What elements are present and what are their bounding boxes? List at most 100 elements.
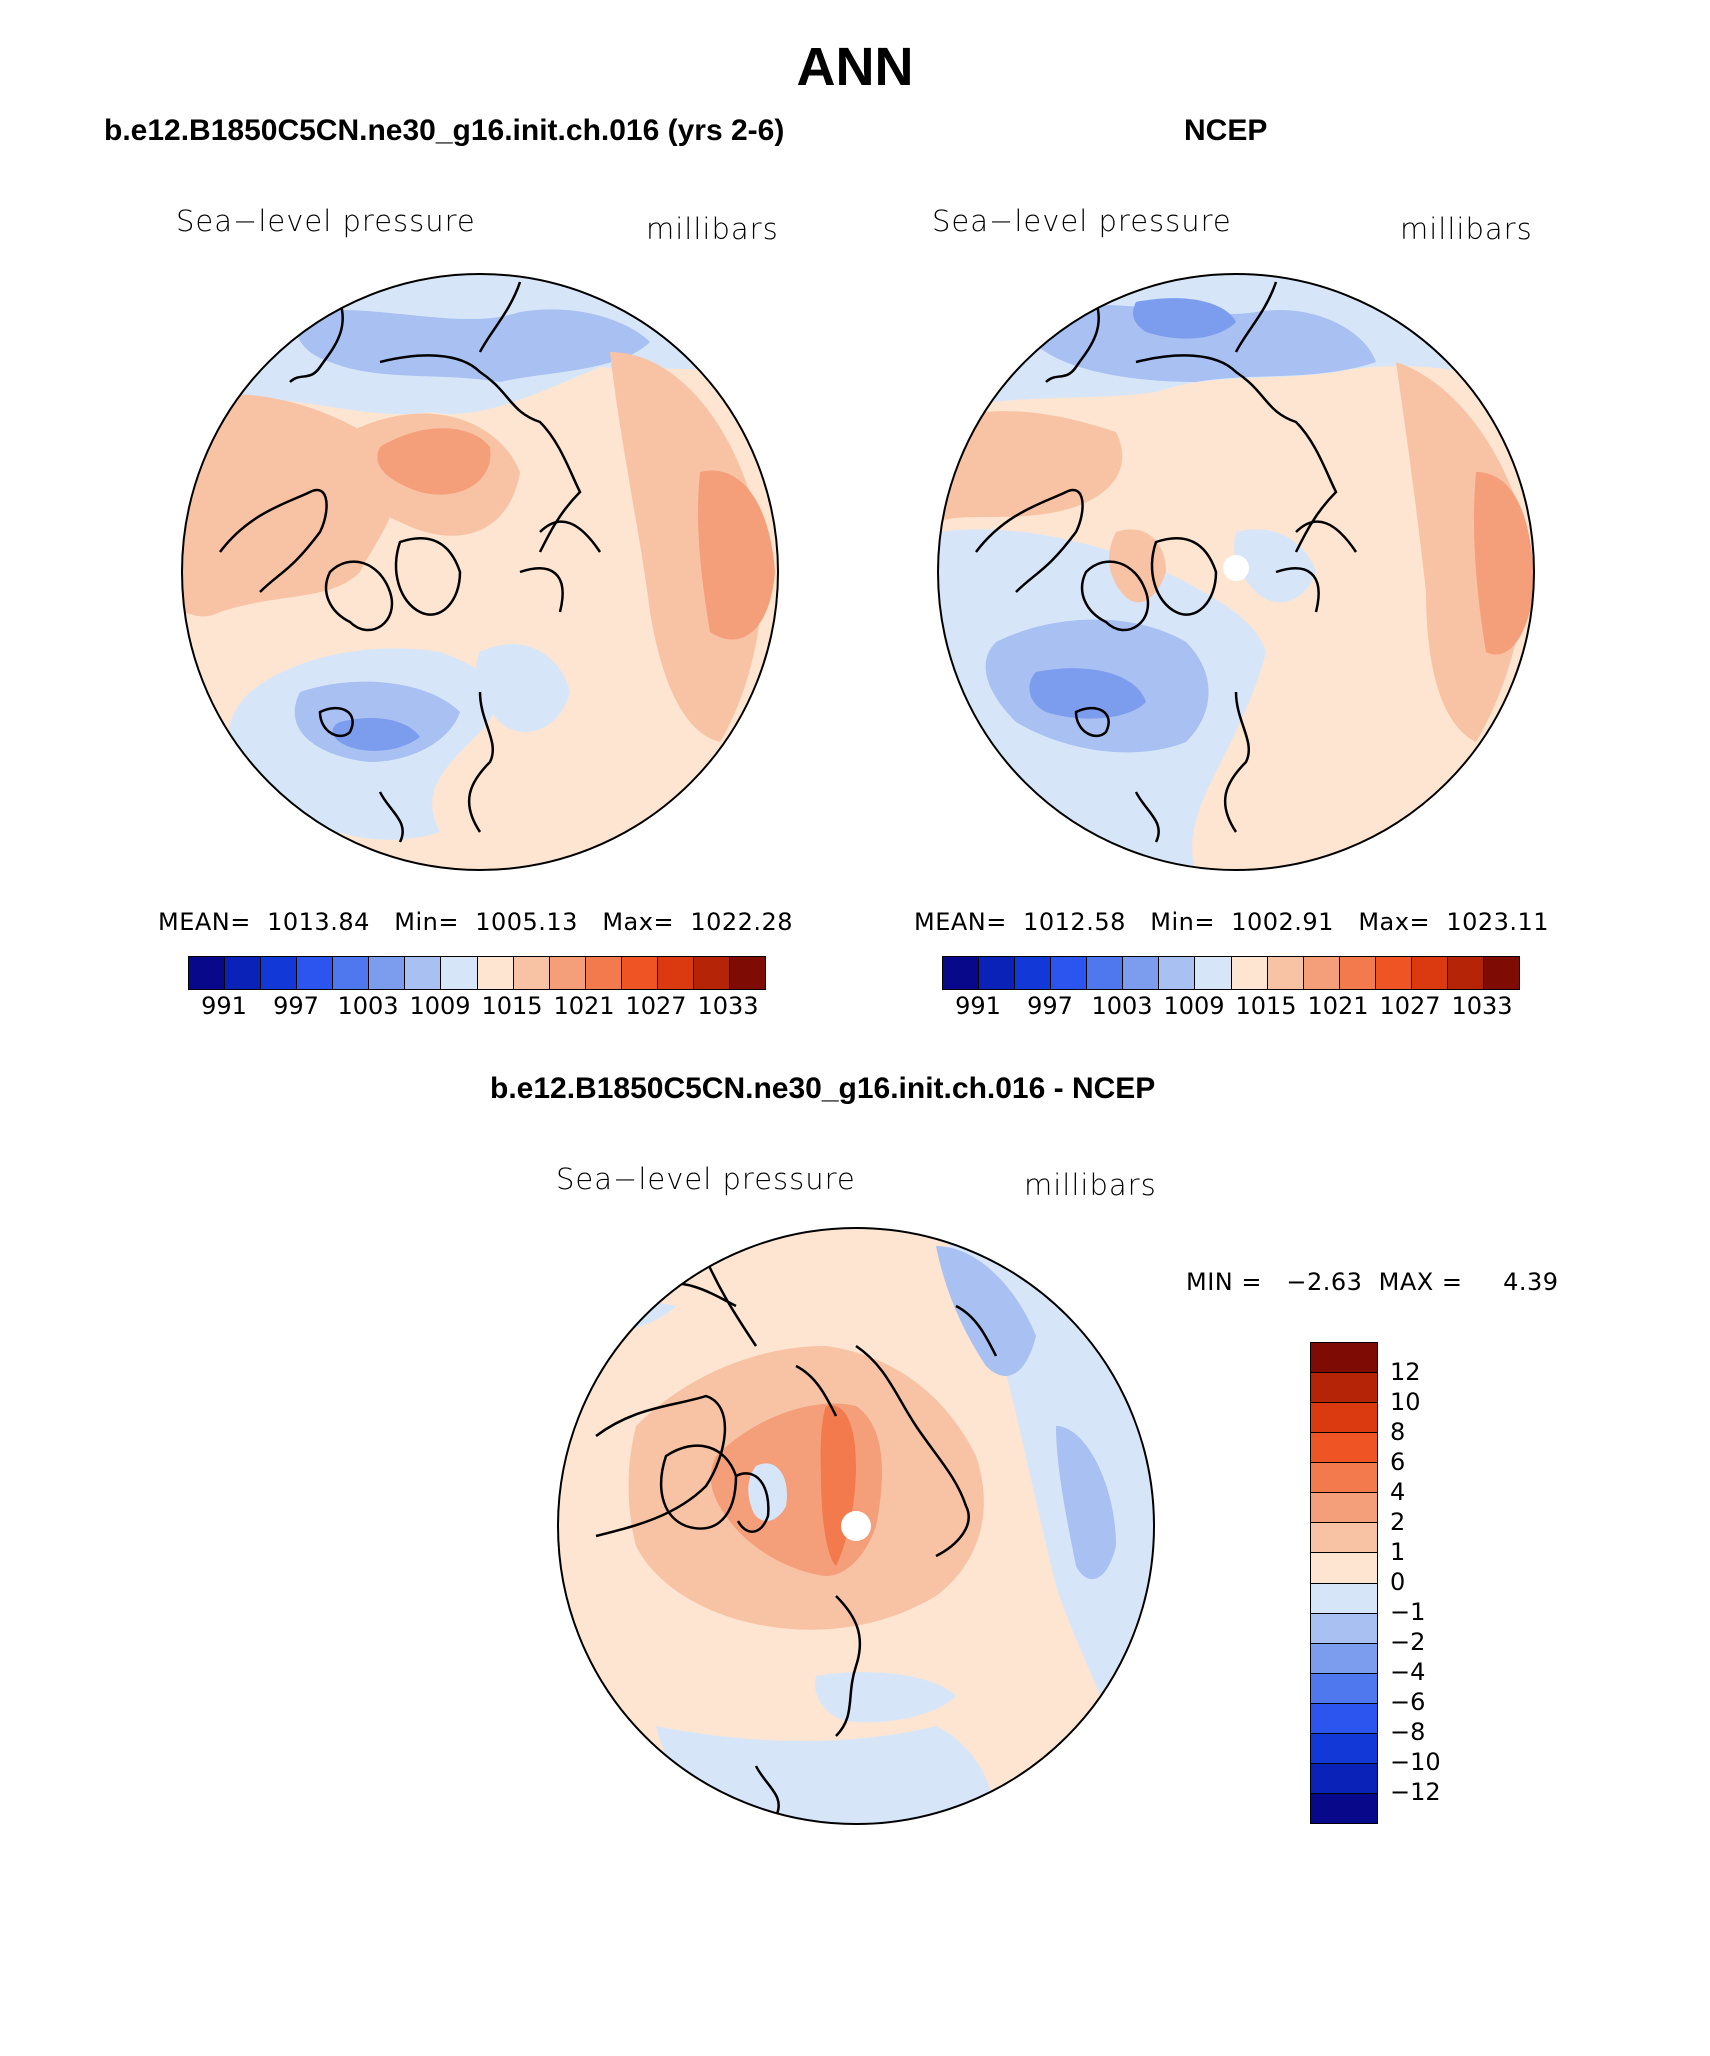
- main-title: ANN: [796, 37, 914, 97]
- colorbar-tick-label: 8: [1390, 1418, 1406, 1446]
- colorbar-swatch: [261, 957, 298, 989]
- panel1-units-label: millibars: [646, 212, 779, 246]
- panel2-polar-map: [937, 273, 1535, 871]
- colorbar-tick-label: 10: [1390, 1388, 1421, 1416]
- colorbar-swatch: [1303, 957, 1340, 989]
- colorbar-swatch: [1311, 1373, 1377, 1404]
- colorbar-swatch: [405, 957, 442, 989]
- colorbar-swatch: [585, 957, 622, 989]
- colorbar-swatch: [1159, 957, 1196, 989]
- colorbar-swatch: [513, 957, 550, 989]
- colorbar-tick-label: 12: [1390, 1358, 1421, 1386]
- colorbar-swatch: [693, 957, 730, 989]
- colorbar-swatch: [621, 957, 658, 989]
- colorbar-swatch: [297, 957, 334, 989]
- colorbar-swatch: [1311, 1553, 1377, 1584]
- colorbar-swatch: [1311, 1763, 1377, 1794]
- colorbar-swatch: [1311, 1703, 1377, 1734]
- colorbar-swatch: [657, 957, 694, 989]
- colorbar-tick-label: 1027: [625, 992, 687, 1020]
- colorbar-tick-label: 1033: [697, 992, 759, 1020]
- colorbar-tick-label: 991: [201, 992, 247, 1020]
- colorbar-swatch: [1311, 1343, 1377, 1374]
- panel3-units-label: millibars: [1024, 1168, 1157, 1202]
- colorbar-tick-label: −8: [1390, 1718, 1426, 1746]
- colorbar-tick-label: 1003: [337, 992, 399, 1020]
- colorbar-swatch: [477, 957, 514, 989]
- panel3-colorbar-labels: 12 10 8 6 4 2 1 0 −1 −2 −4 −6 −8 −10 −12: [1390, 1342, 1480, 1822]
- colorbar-tick-label: 997: [273, 992, 319, 1020]
- panel1-variable-label: Sea−level pressure: [176, 204, 476, 238]
- colorbar-swatch: [1123, 957, 1160, 989]
- colorbar-swatch: [1311, 1793, 1377, 1823]
- colorbar-swatch: [333, 957, 370, 989]
- colorbar-swatch: [1411, 957, 1448, 989]
- colorbar-tick-label: 1021: [553, 992, 615, 1020]
- panel2-title: NCEP: [1184, 114, 1268, 147]
- panel3-title: b.e12.B1850C5CN.ne30_g16.init.ch.016 - N…: [490, 1072, 1156, 1105]
- colorbar-swatch: [943, 957, 980, 989]
- colorbar-swatch: [1311, 1493, 1377, 1524]
- colorbar-swatch: [1447, 957, 1484, 989]
- colorbar-tick-label: 1021: [1307, 992, 1369, 1020]
- colorbar-swatch: [1015, 957, 1052, 989]
- colorbar-swatch: [1311, 1433, 1377, 1464]
- colorbar-swatch: [1311, 1643, 1377, 1674]
- colorbar-swatch: [441, 957, 478, 989]
- colorbar-swatch: [369, 957, 406, 989]
- panel3-variable-label: Sea−level pressure: [556, 1162, 856, 1196]
- panel2-variable-label: Sea−level pressure: [932, 204, 1232, 238]
- colorbar-swatch: [1267, 957, 1304, 989]
- colorbar-tick-label: 2: [1390, 1508, 1406, 1536]
- colorbar-swatch: [1311, 1523, 1377, 1554]
- colorbar-tick-label: 6: [1390, 1448, 1406, 1476]
- colorbar-swatch: [225, 957, 262, 989]
- colorbar-tick-label: 4: [1390, 1478, 1406, 1506]
- colorbar-tick-label: −1: [1390, 1598, 1426, 1626]
- colorbar-tick-label: 997: [1027, 992, 1073, 1020]
- colorbar-swatch: [549, 957, 586, 989]
- colorbar-swatch: [1311, 1733, 1377, 1764]
- panel2-units-label: millibars: [1400, 212, 1533, 246]
- colorbar-swatch: [1311, 1583, 1377, 1614]
- colorbar-tick-label: 991: [955, 992, 1001, 1020]
- colorbar-swatch: [1311, 1673, 1377, 1704]
- panel3-polar-map: [557, 1227, 1155, 1825]
- colorbar-swatch: [1375, 957, 1412, 989]
- colorbar-swatch: [1483, 957, 1519, 989]
- colorbar-tick-label: 1027: [1379, 992, 1441, 1020]
- colorbar-tick-label: 1015: [1235, 992, 1297, 1020]
- panel1-title: b.e12.B1850C5CN.ne30_g16.init.ch.016 (yr…: [104, 114, 785, 147]
- panel2-colorbar-labels: 991 997 1003 1009 1015 1021 1027 1033: [942, 992, 1518, 1024]
- colorbar-tick-label: 1003: [1091, 992, 1153, 1020]
- panel2-stats: MEAN= 1012.58 Min= 1002.91 Max= 1023.11: [914, 908, 1550, 936]
- colorbar-swatch: [1195, 957, 1232, 989]
- panel1-polar-map: [181, 273, 779, 871]
- colorbar-tick-label: 1009: [1163, 992, 1225, 1020]
- colorbar-swatch: [189, 957, 226, 989]
- colorbar-swatch: [1311, 1463, 1377, 1494]
- colorbar-swatch: [979, 957, 1016, 989]
- panel1-colorbar: [188, 956, 766, 990]
- colorbar-tick-label: −6: [1390, 1688, 1426, 1716]
- colorbar-tick-label: 0: [1390, 1568, 1406, 1596]
- colorbar-swatch: [1051, 957, 1088, 989]
- colorbar-swatch: [1311, 1403, 1377, 1434]
- colorbar-swatch: [1231, 957, 1268, 989]
- colorbar-swatch: [1339, 957, 1376, 989]
- colorbar-swatch: [729, 957, 765, 989]
- panel2-colorbar: [942, 956, 1520, 990]
- colorbar-tick-label: −2: [1390, 1628, 1426, 1656]
- colorbar-tick-label: 1015: [481, 992, 543, 1020]
- colorbar-tick-label: −4: [1390, 1658, 1426, 1686]
- panel1-stats: MEAN= 1013.84 Min= 1005.13 Max= 1022.28: [158, 908, 794, 936]
- colorbar-swatch: [1311, 1613, 1377, 1644]
- colorbar-tick-label: 1: [1390, 1538, 1406, 1566]
- colorbar-swatch: [1087, 957, 1124, 989]
- colorbar-tick-label: 1033: [1451, 992, 1513, 1020]
- colorbar-tick-label: −12: [1390, 1778, 1441, 1806]
- colorbar-tick-label: 1009: [409, 992, 471, 1020]
- colorbar-tick-label: −10: [1390, 1748, 1441, 1776]
- panel3-stats: MIN = −2.63 MAX = 4.39: [1186, 1268, 1559, 1296]
- panel1-colorbar-labels: 991 997 1003 1009 1015 1021 1027 1033: [188, 992, 764, 1024]
